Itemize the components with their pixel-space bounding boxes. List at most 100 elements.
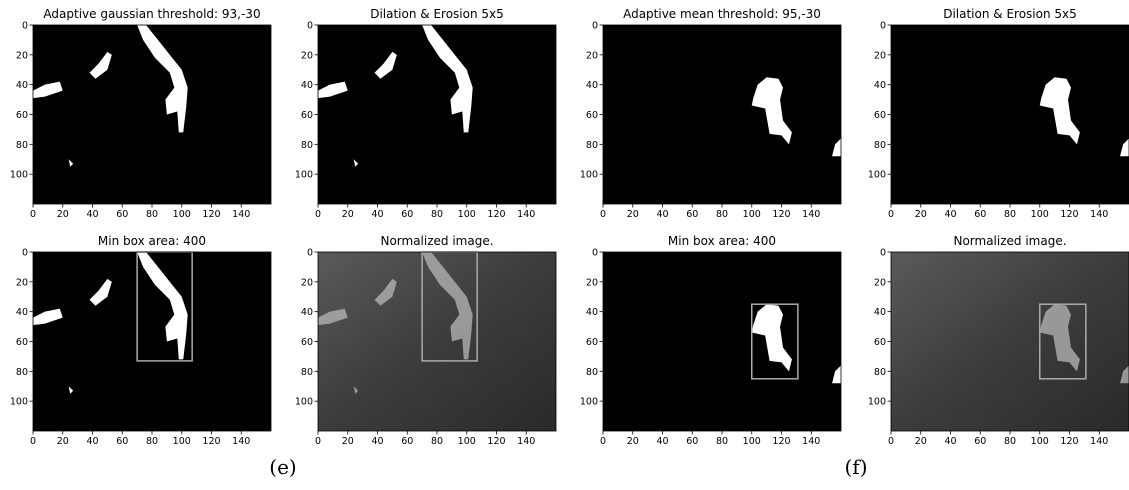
y-tick-label: 80 bbox=[874, 367, 886, 378]
figure: (e) (f) Adaptive gaussian threshold: 93,… bbox=[0, 0, 1129, 490]
y-tick-label: 40 bbox=[586, 307, 598, 318]
y-tick-label: 20 bbox=[874, 277, 886, 288]
x-tick-label: 80 bbox=[716, 436, 728, 447]
y-tick-label: 40 bbox=[16, 80, 28, 91]
x-tick-label: 80 bbox=[716, 209, 728, 220]
y-tick-label: 80 bbox=[874, 140, 886, 151]
y-tick-label: 60 bbox=[16, 337, 28, 348]
x-tick-label: 80 bbox=[431, 209, 443, 220]
panel: Adaptive mean threshold: 95,-30020406080… bbox=[580, 7, 841, 220]
image-background bbox=[603, 252, 841, 431]
x-tick-label: 120 bbox=[1060, 209, 1078, 220]
x-tick-label: 100 bbox=[1031, 436, 1049, 447]
panel-title: Dilation & Erosion 5x5 bbox=[943, 7, 1077, 21]
y-tick-label: 40 bbox=[586, 80, 598, 91]
panel: Min box area: 40002040608010012014002040… bbox=[10, 234, 271, 447]
x-tick-label: 140 bbox=[232, 209, 250, 220]
x-tick-label: 100 bbox=[458, 209, 476, 220]
y-tick-label: 40 bbox=[874, 307, 886, 318]
x-tick-label: 60 bbox=[401, 209, 413, 220]
y-tick-label: 100 bbox=[868, 170, 886, 181]
y-tick-label: 60 bbox=[16, 110, 28, 121]
x-tick-label: 120 bbox=[487, 209, 505, 220]
x-tick-label: 0 bbox=[888, 436, 894, 447]
x-tick-label: 40 bbox=[944, 209, 956, 220]
x-tick-label: 0 bbox=[600, 209, 606, 220]
x-tick-label: 20 bbox=[915, 209, 927, 220]
x-tick-label: 60 bbox=[686, 209, 698, 220]
y-tick-label: 0 bbox=[22, 248, 28, 259]
y-tick-label: 0 bbox=[307, 248, 313, 259]
x-tick-label: 140 bbox=[517, 209, 535, 220]
y-tick-label: 20 bbox=[16, 277, 28, 288]
x-tick-label: 80 bbox=[146, 436, 158, 447]
x-tick-label: 40 bbox=[944, 436, 956, 447]
x-tick-label: 120 bbox=[202, 209, 220, 220]
x-tick-label: 100 bbox=[1031, 209, 1049, 220]
x-tick-label: 120 bbox=[772, 209, 790, 220]
y-tick-label: 60 bbox=[874, 337, 886, 348]
x-tick-label: 20 bbox=[342, 209, 354, 220]
x-tick-label: 100 bbox=[173, 436, 191, 447]
x-tick-label: 140 bbox=[802, 436, 820, 447]
x-tick-label: 140 bbox=[1090, 436, 1108, 447]
x-tick-label: 0 bbox=[600, 436, 606, 447]
x-tick-label: 60 bbox=[686, 436, 698, 447]
y-tick-label: 0 bbox=[592, 21, 598, 32]
x-tick-label: 140 bbox=[802, 209, 820, 220]
x-tick-label: 100 bbox=[743, 436, 761, 447]
x-tick-label: 0 bbox=[315, 436, 321, 447]
x-tick-label: 20 bbox=[57, 436, 69, 447]
x-tick-label: 40 bbox=[656, 209, 668, 220]
panel-title: Normalized image. bbox=[953, 234, 1066, 248]
x-tick-label: 60 bbox=[974, 209, 986, 220]
y-tick-label: 100 bbox=[295, 397, 313, 408]
y-tick-label: 0 bbox=[22, 21, 28, 32]
y-tick-label: 100 bbox=[10, 397, 28, 408]
y-tick-label: 60 bbox=[586, 110, 598, 121]
x-tick-label: 80 bbox=[1004, 209, 1016, 220]
x-tick-label: 120 bbox=[1060, 436, 1078, 447]
x-tick-label: 20 bbox=[342, 436, 354, 447]
y-tick-label: 60 bbox=[301, 110, 313, 121]
x-tick-label: 60 bbox=[116, 436, 128, 447]
y-tick-label: 100 bbox=[580, 170, 598, 181]
y-tick-label: 60 bbox=[301, 337, 313, 348]
x-tick-label: 0 bbox=[30, 209, 36, 220]
image-background bbox=[891, 25, 1129, 204]
x-tick-label: 80 bbox=[146, 209, 158, 220]
x-tick-label: 40 bbox=[86, 436, 98, 447]
panel-title: Min box area: 400 bbox=[668, 234, 776, 248]
y-tick-label: 100 bbox=[10, 170, 28, 181]
y-tick-label: 40 bbox=[16, 307, 28, 318]
x-tick-label: 20 bbox=[915, 436, 927, 447]
x-tick-label: 120 bbox=[487, 436, 505, 447]
y-tick-label: 0 bbox=[307, 21, 313, 32]
x-tick-label: 40 bbox=[371, 209, 383, 220]
image-background bbox=[603, 25, 841, 204]
panel-title: Dilation & Erosion 5x5 bbox=[370, 7, 504, 21]
x-tick-label: 60 bbox=[974, 436, 986, 447]
x-tick-label: 100 bbox=[743, 209, 761, 220]
panel: Normalized image. 0 20 40 60 80 100 120 140 0 20 40… bbox=[868, 234, 1129, 447]
y-tick-label: 100 bbox=[868, 397, 886, 408]
panel: Dilation & Erosion 5x5020406080100120140… bbox=[868, 7, 1129, 220]
x-tick-label: 140 bbox=[517, 436, 535, 447]
y-tick-label: 80 bbox=[586, 367, 598, 378]
x-tick-label: 0 bbox=[315, 209, 321, 220]
y-tick-label: 20 bbox=[586, 50, 598, 61]
y-tick-label: 100 bbox=[295, 170, 313, 181]
y-tick-label: 100 bbox=[580, 397, 598, 408]
x-tick-label: 40 bbox=[86, 209, 98, 220]
y-tick-label: 20 bbox=[586, 277, 598, 288]
x-tick-label: 100 bbox=[173, 209, 191, 220]
x-tick-label: 40 bbox=[656, 436, 668, 447]
x-tick-label: 120 bbox=[202, 436, 220, 447]
y-tick-label: 20 bbox=[874, 50, 886, 61]
y-tick-label: 20 bbox=[16, 50, 28, 61]
x-tick-label: 60 bbox=[401, 436, 413, 447]
y-tick-label: 0 bbox=[880, 248, 886, 259]
y-tick-label: 60 bbox=[874, 110, 886, 121]
x-tick-label: 140 bbox=[1090, 209, 1108, 220]
